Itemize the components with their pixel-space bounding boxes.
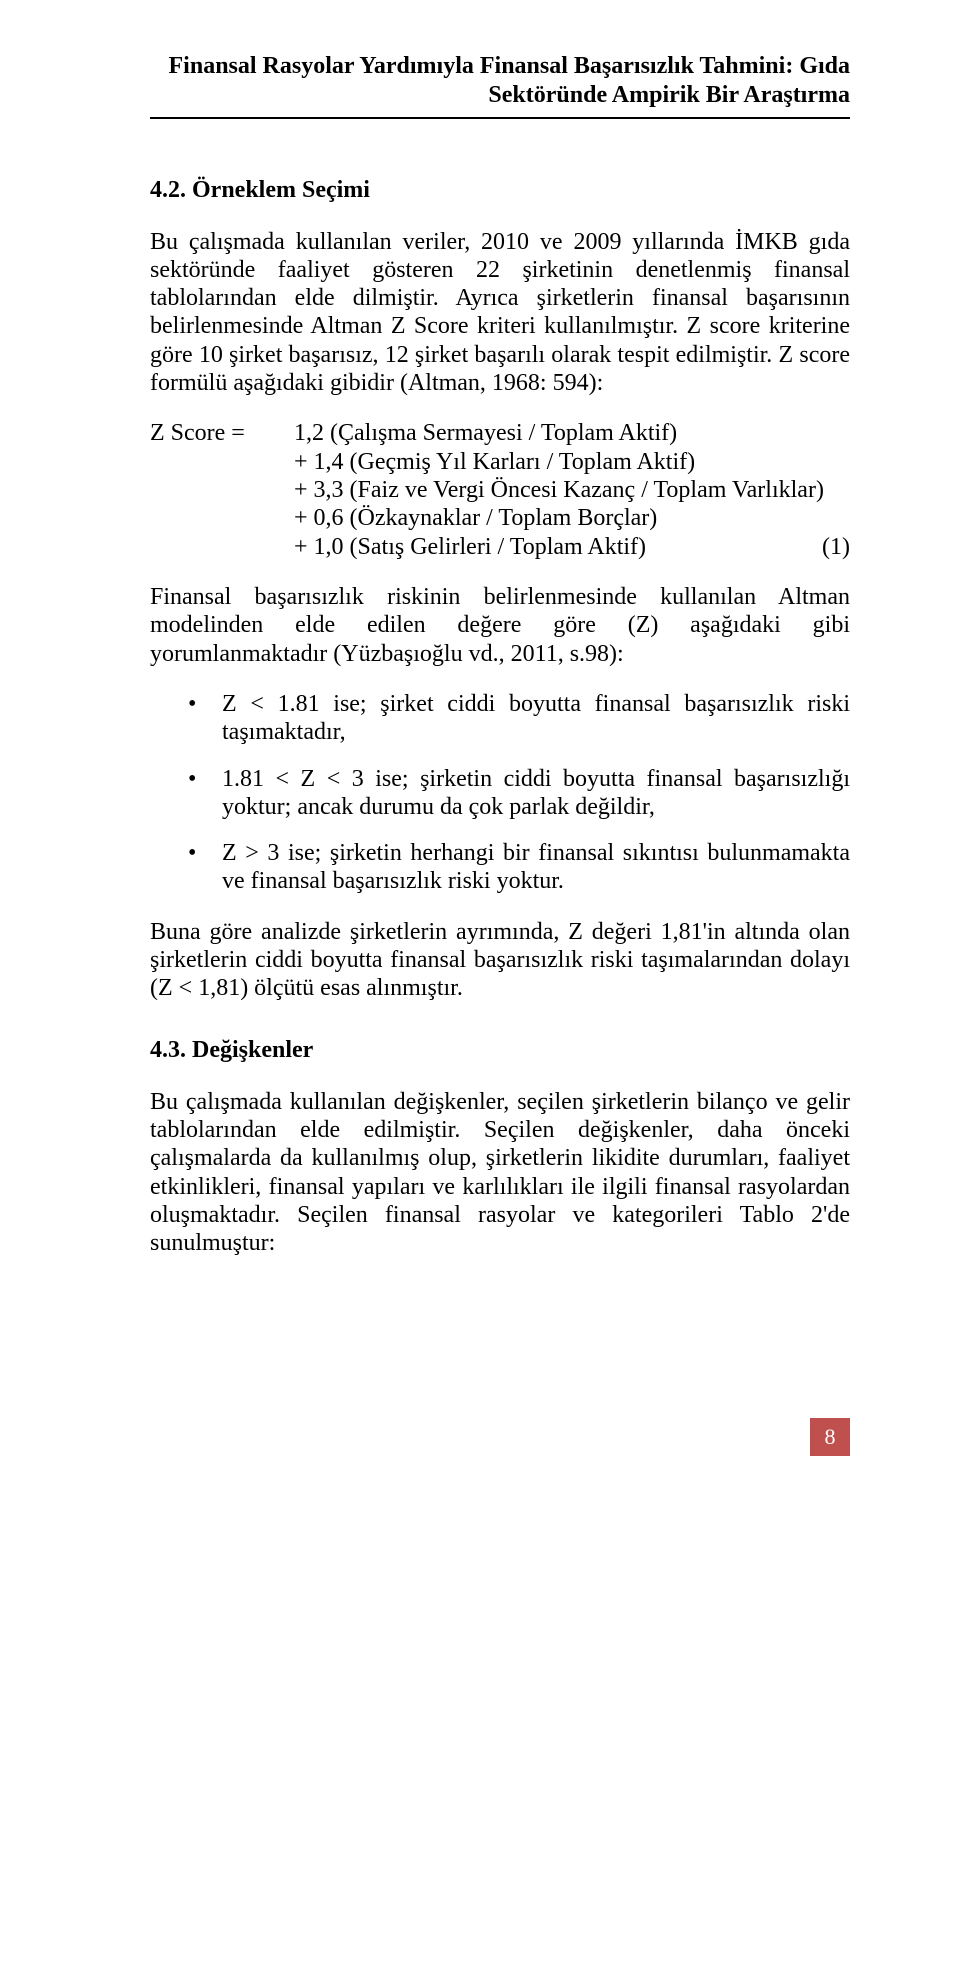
section-4-3: 4.3. Değişkenler Bu çalışmada kullanılan…: [150, 1037, 850, 1258]
list-item: Z < 1.81 ise; şirket ciddi boyutta finan…: [150, 690, 850, 747]
paragraph-sample-description: Bu çalışmada kullanılan veriler, 2010 ve…: [150, 228, 850, 398]
formula-line-5: + 1,0 (Satış Gelirleri / Toplam Aktif) (…: [294, 533, 850, 561]
page-number-badge: 8: [810, 1418, 850, 1456]
page-footer: 8: [150, 1418, 850, 1456]
paragraph-criterion: Buna göre analizde şirketlerin ayrımında…: [150, 918, 850, 1003]
formula-line-4: + 0,6 (Özkaynaklar / Toplam Borçlar): [294, 504, 850, 532]
formula-line-2: + 1,4 (Geçmiş Yıl Karları / Toplam Aktif…: [294, 448, 850, 476]
page-header: Finansal Rasyolar Yardımıyla Finansal Ba…: [150, 52, 850, 119]
section-heading-4-2: 4.2. Örneklem Seçimi: [150, 177, 850, 204]
equation-number: (1): [782, 533, 850, 561]
page-title: Finansal Rasyolar Yardımıyla Finansal Ba…: [150, 52, 850, 111]
title-line-1: Finansal Rasyolar Yardımıyla Finansal Ba…: [169, 53, 850, 79]
z-score-formula: Z Score = 1,2 (Çalışma Sermayesi / Topla…: [150, 419, 850, 561]
section-heading-4-3: 4.3. Değişkenler: [150, 1037, 850, 1064]
paragraph-altman-interpretation: Finansal başarısızlık riskinin belirlenm…: [150, 583, 850, 668]
title-line-2: Sektöründe Ampirik Bir Araştırma: [488, 82, 850, 108]
section-4-2: 4.2. Örneklem Seçimi Bu çalışmada kullan…: [150, 177, 850, 1003]
paragraph-variables: Bu çalışmada kullanılan değişkenler, seç…: [150, 1088, 850, 1258]
formula-line-1: 1,2 (Çalışma Sermayesi / Toplam Aktif): [294, 419, 850, 447]
z-score-label: Z Score =: [150, 419, 294, 447]
formula-line-3: + 3,3 (Faiz ve Vergi Öncesi Kazanç / Top…: [294, 476, 850, 504]
list-item: 1.81 < Z < 3 ise; şirketin ciddi boyutta…: [150, 765, 850, 822]
z-threshold-list: Z < 1.81 ise; şirket ciddi boyutta finan…: [150, 690, 850, 896]
title-divider: [150, 117, 850, 119]
formula-line-5-text: + 1,0 (Satış Gelirleri / Toplam Aktif): [294, 533, 646, 561]
list-item: Z > 3 ise; şirketin herhangi bir finansa…: [150, 839, 850, 896]
z-score-lines: 1,2 (Çalışma Sermayesi / Toplam Aktif) +…: [294, 419, 850, 561]
